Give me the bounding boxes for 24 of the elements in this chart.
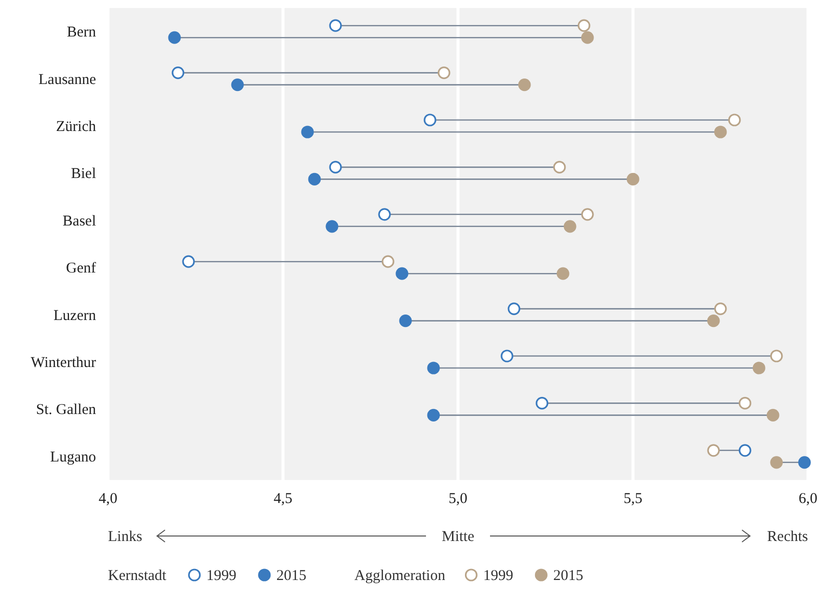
legend-label: 1999: [483, 568, 514, 584]
x-tick-label: 5,0: [448, 491, 468, 507]
y-tick-label: Bern: [66, 24, 96, 41]
y-tick-label: St. Gallen: [36, 402, 96, 418]
legend-label: 2015: [276, 568, 306, 584]
text: Agglomeration: [354, 568, 446, 584]
y-tick-label: Biel: [71, 166, 96, 182]
x-tick-label: 4,0: [98, 491, 118, 507]
legend-label: 1999: [206, 568, 236, 584]
y-tick-label: Winterthur: [30, 355, 96, 371]
y-tick-label: Luzern: [54, 308, 96, 324]
x-tick-label: 6,0: [798, 491, 818, 507]
y-tick-label: Lausanne: [38, 72, 96, 88]
text: Rechts: [767, 529, 808, 545]
text: Kernstadt: [108, 568, 168, 584]
text: Mitte: [442, 529, 475, 545]
x-tick-label: 5,5: [624, 491, 642, 507]
y-tick-label: Genf: [66, 260, 96, 277]
legend-label: 2015: [553, 568, 584, 584]
x-tick-label: 4,5: [274, 491, 292, 507]
y-tick-label: Lugano: [50, 449, 96, 466]
y-tick-label: Zürich: [56, 119, 96, 135]
y-tick-label: Basel: [62, 213, 96, 230]
text: Links: [108, 529, 142, 545]
